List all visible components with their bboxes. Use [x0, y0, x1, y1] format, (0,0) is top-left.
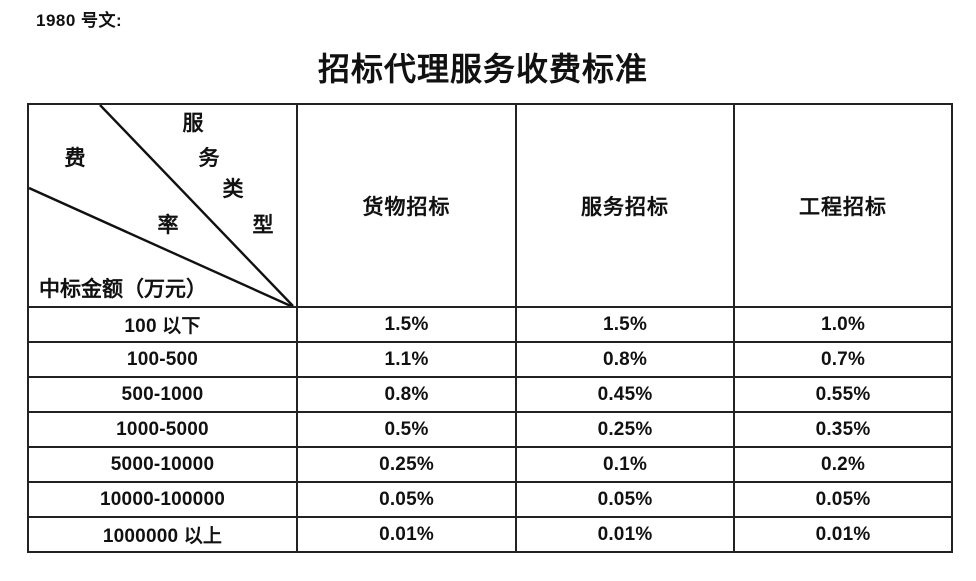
fee-cell: 0.25% [515, 411, 735, 448]
corner-char-service-2: 务 [198, 146, 220, 170]
diagonal-divider-lines [30, 106, 294, 305]
fee-cell: 0.25% [296, 446, 517, 483]
fee-cell: 0.05% [515, 481, 735, 518]
fee-cell: 1.0% [733, 306, 953, 343]
row-label: 1000-5000 [27, 411, 298, 448]
corner-cell: 费 服 务 类 率 型 中标金额（万元） [27, 103, 298, 308]
header-row: 费 服 务 类 率 型 中标金额（万元） 货物招标 服务招标 工程招标 [27, 103, 953, 308]
fee-cell: 0.01% [515, 516, 735, 553]
row-label: 100 以下 [27, 306, 298, 343]
table-row: 1000000 以上 0.01% 0.01% 0.01% [27, 516, 953, 553]
row-label: 10000-100000 [27, 481, 298, 518]
row-label: 100-500 [27, 341, 298, 378]
fee-cell: 0.7% [733, 341, 953, 378]
table-row: 100 以下 1.5% 1.5% 1.0% [27, 306, 953, 343]
fee-cell: 0.8% [296, 376, 517, 413]
corner-amount-label: 中标金额（万元） [39, 277, 207, 301]
corner-char-service-1: 服 [182, 111, 204, 135]
page-title: 招标代理服务收费标准 [317, 51, 648, 87]
table-row: 10000-100000 0.05% 0.05% 0.05% [27, 481, 953, 518]
fee-cell: 0.55% [733, 376, 953, 413]
doc-ref-label: 1980 号文: [36, 11, 123, 30]
row-label: 500-1000 [27, 376, 298, 413]
row-label: 5000-10000 [27, 446, 298, 483]
corner-char-rate: 率 [157, 213, 179, 237]
fee-cell: 0.8% [515, 341, 735, 378]
corner-char-type-2: 型 [252, 213, 274, 237]
fee-cell: 0.2% [733, 446, 953, 483]
column-header-service-bidding: 服务招标 [515, 103, 735, 308]
fee-cell: 0.5% [296, 411, 517, 448]
fee-cell: 0.1% [515, 446, 735, 483]
fee-cell: 0.05% [296, 481, 517, 518]
fee-cell: 0.01% [296, 516, 517, 553]
row-label: 1000000 以上 [27, 516, 298, 553]
fee-cell: 0.01% [733, 516, 953, 553]
table-row: 5000-10000 0.25% 0.1% 0.2% [27, 446, 953, 483]
table-row: 100-500 1.1% 0.8% 0.7% [27, 341, 953, 378]
corner-char-type-1: 类 [222, 177, 244, 201]
column-header-goods-bidding: 货物招标 [296, 103, 517, 308]
fee-cell: 0.05% [733, 481, 953, 518]
fee-cell: 1.5% [296, 306, 517, 343]
corner-char-fee: 费 [64, 146, 86, 170]
column-header-works-bidding: 工程招标 [733, 103, 953, 308]
fee-cell: 1.1% [296, 341, 517, 378]
fee-cell: 1.5% [515, 306, 735, 343]
fee-standard-table: 费 服 务 类 率 型 中标金额（万元） 货物招标 服务招标 工程招标 100 … [27, 103, 953, 553]
fee-cell: 0.35% [733, 411, 953, 448]
table-row: 1000-5000 0.5% 0.25% 0.35% [27, 411, 953, 448]
fee-cell: 0.45% [515, 376, 735, 413]
table-row: 500-1000 0.8% 0.45% 0.55% [27, 376, 953, 413]
